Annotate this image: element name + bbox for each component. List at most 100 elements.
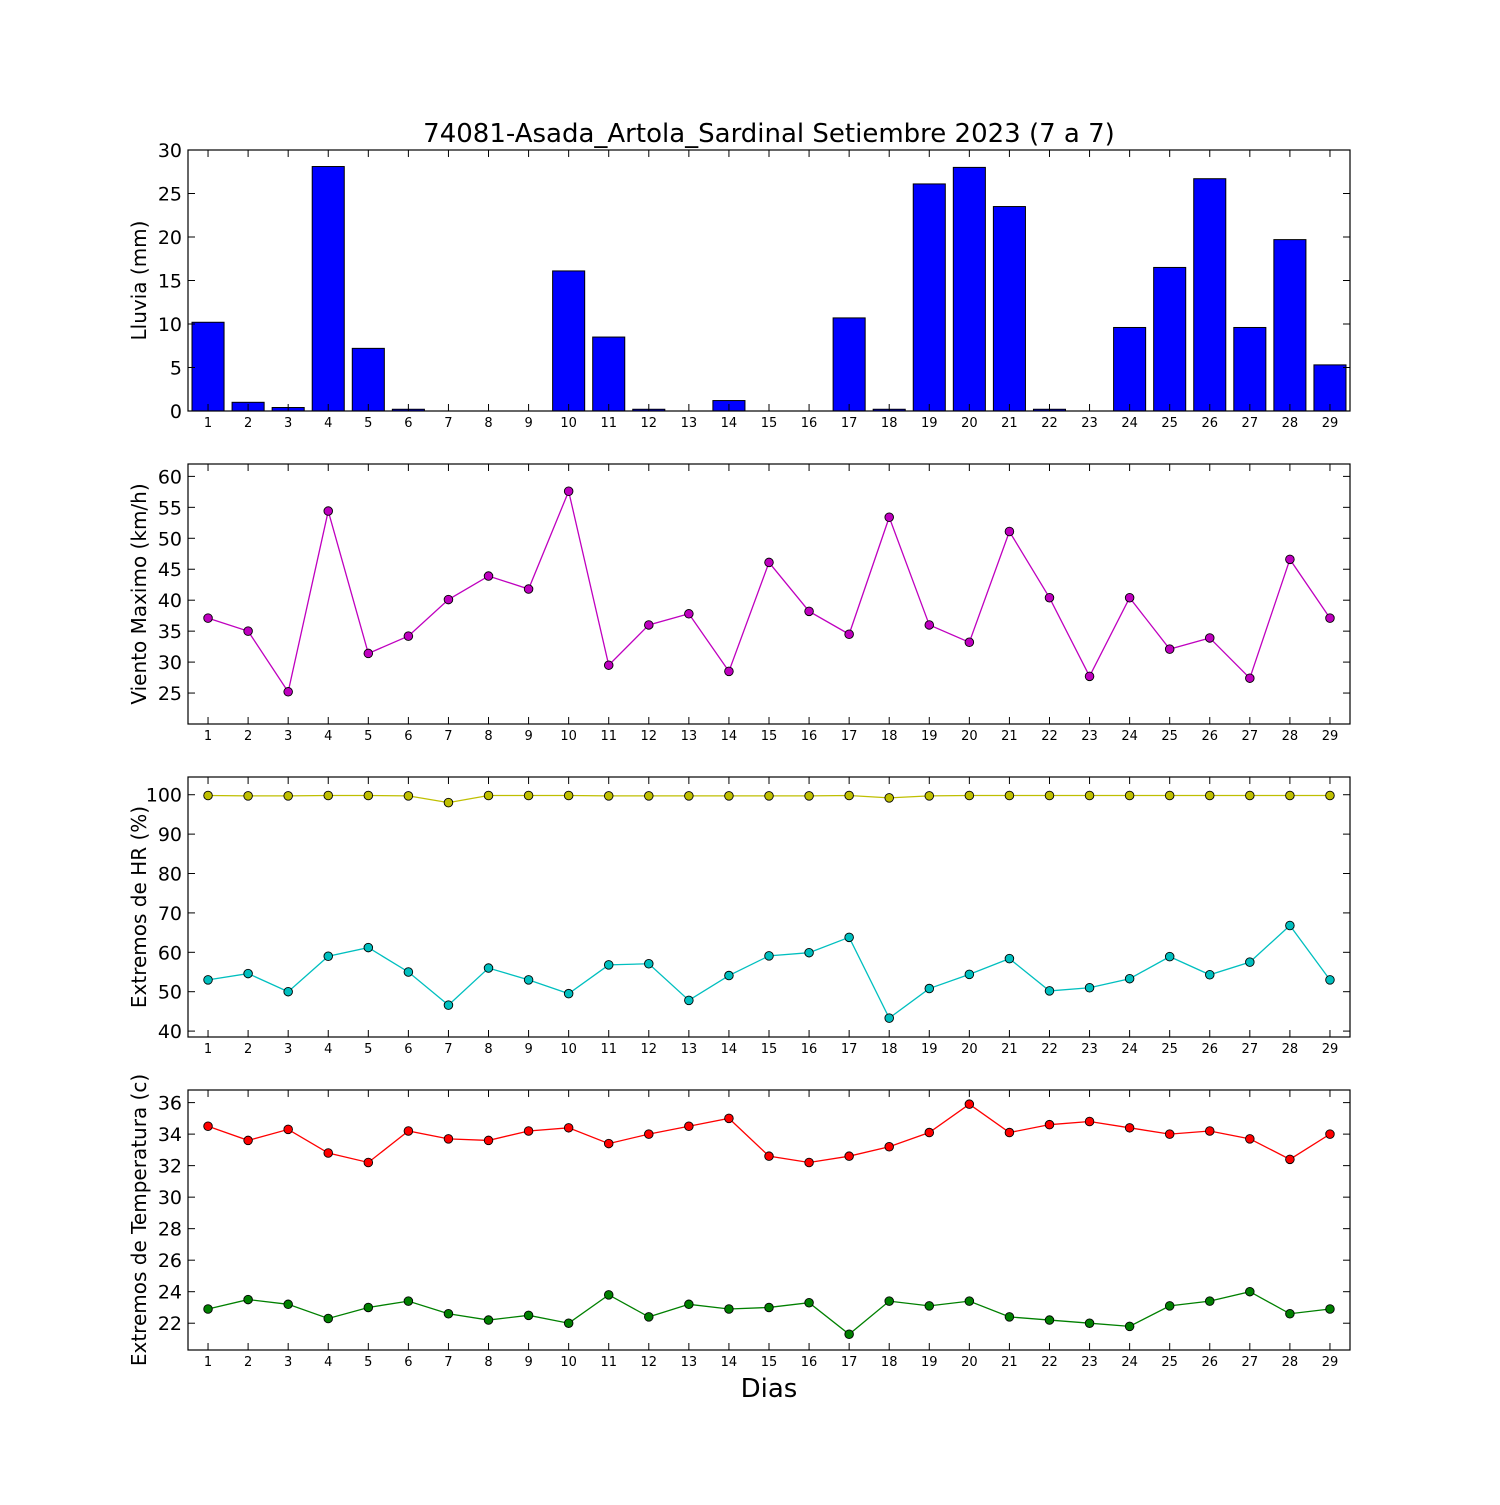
temperature-series-1-point — [1164, 1301, 1175, 1311]
humidity-xtick-label: 29 — [1322, 1042, 1339, 1057]
temperature-series-1-point — [1205, 1296, 1215, 1306]
humidity-series-0-point — [684, 791, 694, 801]
humidity-series-1-point — [844, 932, 854, 943]
temperature-series-0-point — [323, 1148, 333, 1158]
wind-xtick-label: 2 — [244, 729, 252, 744]
humidity-xtick-label: 5 — [364, 1042, 372, 1057]
temperature-xtick-label: 18 — [881, 1355, 898, 1370]
humidity-series-1-line — [207, 924, 1331, 1020]
wind-series-0-point — [523, 584, 534, 594]
humidity-series-0-point — [203, 790, 213, 801]
humidity-series-1-point — [924, 983, 935, 994]
temperature-series-0-point — [1205, 1126, 1215, 1136]
temperature-xtick-label: 1 — [204, 1355, 212, 1370]
wind-xtick-label: 9 — [524, 729, 532, 744]
wind-xtick-label: 7 — [444, 729, 452, 744]
temperature-series-0-point — [1084, 1116, 1095, 1127]
humidity-series-0-point — [283, 791, 293, 801]
temperature-xtick-label: 9 — [524, 1355, 532, 1370]
wind-series-0-point — [804, 606, 814, 617]
rain-bar — [311, 166, 345, 412]
temperature-series-1-point — [363, 1302, 374, 1313]
rain-bar — [952, 166, 986, 412]
temperature-series-1-point — [1325, 1304, 1335, 1314]
humidity-xtick-label: 4 — [324, 1042, 332, 1057]
wind-series-0-point — [1285, 554, 1295, 565]
temperature-series-0-point — [283, 1124, 293, 1135]
humidity-xtick-label: 25 — [1161, 1042, 1178, 1057]
temperature-series-1-point — [403, 1296, 414, 1306]
humidity-series-0-point — [844, 790, 854, 801]
humidity-series-1-point — [964, 969, 975, 980]
temperature-series-0-point — [603, 1138, 614, 1149]
wind-xtick-label: 8 — [484, 729, 492, 744]
humidity-ytick-label: 70 — [158, 903, 182, 925]
temperature-series-1-line — [207, 1291, 1331, 1336]
rain-xtick-label: 1 — [204, 416, 212, 431]
temperature-xtick-label: 10 — [560, 1355, 577, 1370]
rain-bar — [912, 183, 946, 412]
temperature-series-0-point — [443, 1134, 454, 1144]
rain-xtick-label: 28 — [1282, 416, 1299, 431]
temperature-series-0-point — [924, 1127, 935, 1138]
temperature-series-1-point — [684, 1299, 694, 1310]
rain-xtick-label: 27 — [1242, 416, 1259, 431]
humidity-ytick-label: 100 — [146, 785, 182, 807]
temperature-series-1-point — [323, 1313, 333, 1324]
wind-series-0-point — [563, 486, 574, 496]
temperature-ytick-label: 34 — [158, 1124, 182, 1146]
humidity-series-0-point — [1004, 790, 1015, 801]
rain-xtick-label: 17 — [841, 416, 858, 431]
temperature-xtick-label: 17 — [841, 1355, 858, 1370]
temperature-xtick-label: 8 — [484, 1355, 492, 1370]
temperature-xtick-label: 24 — [1121, 1355, 1138, 1370]
temperature-xtick-label: 3 — [284, 1355, 292, 1370]
humidity-series-0-point — [1205, 790, 1215, 801]
humidity-series-1-point — [764, 951, 774, 961]
rain-ytick-label: 0 — [170, 401, 182, 423]
wind-xtick-label: 26 — [1201, 729, 1218, 744]
humidity-xtick-label: 27 — [1242, 1042, 1259, 1057]
wind-series-0-point — [363, 648, 374, 659]
temperature-xtick-label: 13 — [681, 1355, 698, 1370]
temperature-series-1-point — [1084, 1318, 1095, 1328]
temperature-series-0-point — [644, 1129, 654, 1139]
temperature-series-1-point — [1285, 1309, 1295, 1319]
temperature-series-0-point — [844, 1151, 854, 1161]
humidity-series-1-point — [1124, 973, 1135, 984]
wind-xtick-label: 29 — [1322, 729, 1339, 744]
wind-series-0-point — [1084, 671, 1095, 682]
rain-xtick-label: 16 — [801, 416, 818, 431]
wind-xtick-label: 22 — [1041, 729, 1058, 744]
rain-bar — [351, 347, 385, 412]
temperature-xtick-label: 19 — [921, 1355, 938, 1370]
rain-xtick-label: 9 — [524, 416, 532, 431]
temperature-ytick-label: 26 — [158, 1250, 182, 1272]
humidity-series-1-point — [243, 968, 253, 979]
humidity-ytick-label: 60 — [158, 942, 182, 964]
temperature-xtick-label: 26 — [1201, 1355, 1218, 1370]
wind-series-0-point — [644, 620, 654, 630]
humidity-series-1-point — [684, 995, 694, 1006]
humidity-ytick-label: 80 — [158, 864, 182, 886]
temperature-series-1-point — [764, 1302, 774, 1313]
temperature-series-1-point — [724, 1304, 734, 1314]
wind-xtick-label: 4 — [324, 729, 332, 744]
rain-ytick-label: 25 — [158, 184, 182, 206]
wind-series-0-point — [764, 557, 774, 568]
humidity-xtick-label: 2 — [244, 1042, 252, 1057]
wind-frame — [187, 463, 1351, 725]
humidity-series-0-point — [724, 791, 734, 801]
humidity-series-1-point — [884, 1013, 894, 1023]
temperature-xtick-label: 27 — [1242, 1355, 1259, 1370]
humidity-series-1-point — [483, 963, 494, 973]
wind-xtick-label: 15 — [761, 729, 778, 744]
humidity-xtick-label: 16 — [801, 1042, 818, 1057]
humidity-series-1-point — [203, 975, 213, 985]
humidity-xtick-label: 14 — [721, 1042, 738, 1057]
temperature-xtick-label: 14 — [721, 1355, 738, 1370]
wind-xtick-label: 27 — [1242, 729, 1259, 744]
temperature-xtick-label: 25 — [1161, 1355, 1178, 1370]
humidity-xtick-label: 10 — [560, 1042, 577, 1057]
rain-ytick-label: 30 — [158, 140, 182, 162]
